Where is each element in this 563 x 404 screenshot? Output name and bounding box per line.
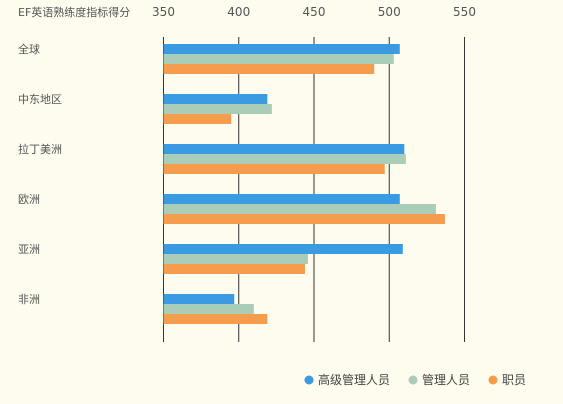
legend-label: 高级管理人员 xyxy=(318,372,390,387)
bar xyxy=(163,294,235,304)
category-label: 拉丁美洲 xyxy=(18,142,62,156)
legend-label: 职员 xyxy=(502,373,526,387)
bar xyxy=(163,164,385,174)
bar xyxy=(163,194,400,204)
x-tick-label: 350 xyxy=(152,5,175,19)
x-tick-label: 450 xyxy=(303,5,326,19)
bar xyxy=(163,154,406,164)
labels: EF英语熟练度指标得分 350 400 450 500 550 全球中东地区拉丁美洲欧洲亚… xyxy=(18,5,476,306)
bar xyxy=(163,314,268,324)
category-label: 亚洲 xyxy=(18,243,40,256)
legend-swatch xyxy=(488,375,498,385)
category-label: 欧洲 xyxy=(18,193,40,206)
x-tick-label: 400 xyxy=(227,5,250,19)
bar xyxy=(163,104,272,114)
axis-title: EF英语熟练度指标得分 xyxy=(18,5,130,19)
bar xyxy=(163,144,405,154)
category-label: 非洲 xyxy=(18,293,40,306)
legend-swatch xyxy=(408,375,418,385)
bar xyxy=(163,54,394,64)
x-tick-label: 550 xyxy=(453,5,476,19)
legend-swatch xyxy=(304,375,314,385)
legend-label: 管理人员 xyxy=(422,372,470,387)
bar-group xyxy=(163,44,445,324)
x-tick-label: 500 xyxy=(378,5,401,19)
bar xyxy=(163,204,436,214)
bar xyxy=(163,264,305,274)
category-label: 中东地区 xyxy=(18,93,62,106)
bar xyxy=(163,244,403,254)
legend: 高级管理人员 管理人员 职员 xyxy=(304,372,526,387)
bar xyxy=(163,44,400,54)
bar xyxy=(163,64,375,74)
grid-lines xyxy=(163,37,465,342)
bar xyxy=(163,214,445,224)
category-label: 全球 xyxy=(18,42,40,56)
bar xyxy=(163,304,254,314)
bar xyxy=(163,94,268,104)
bar xyxy=(163,254,308,264)
bar xyxy=(163,114,232,124)
